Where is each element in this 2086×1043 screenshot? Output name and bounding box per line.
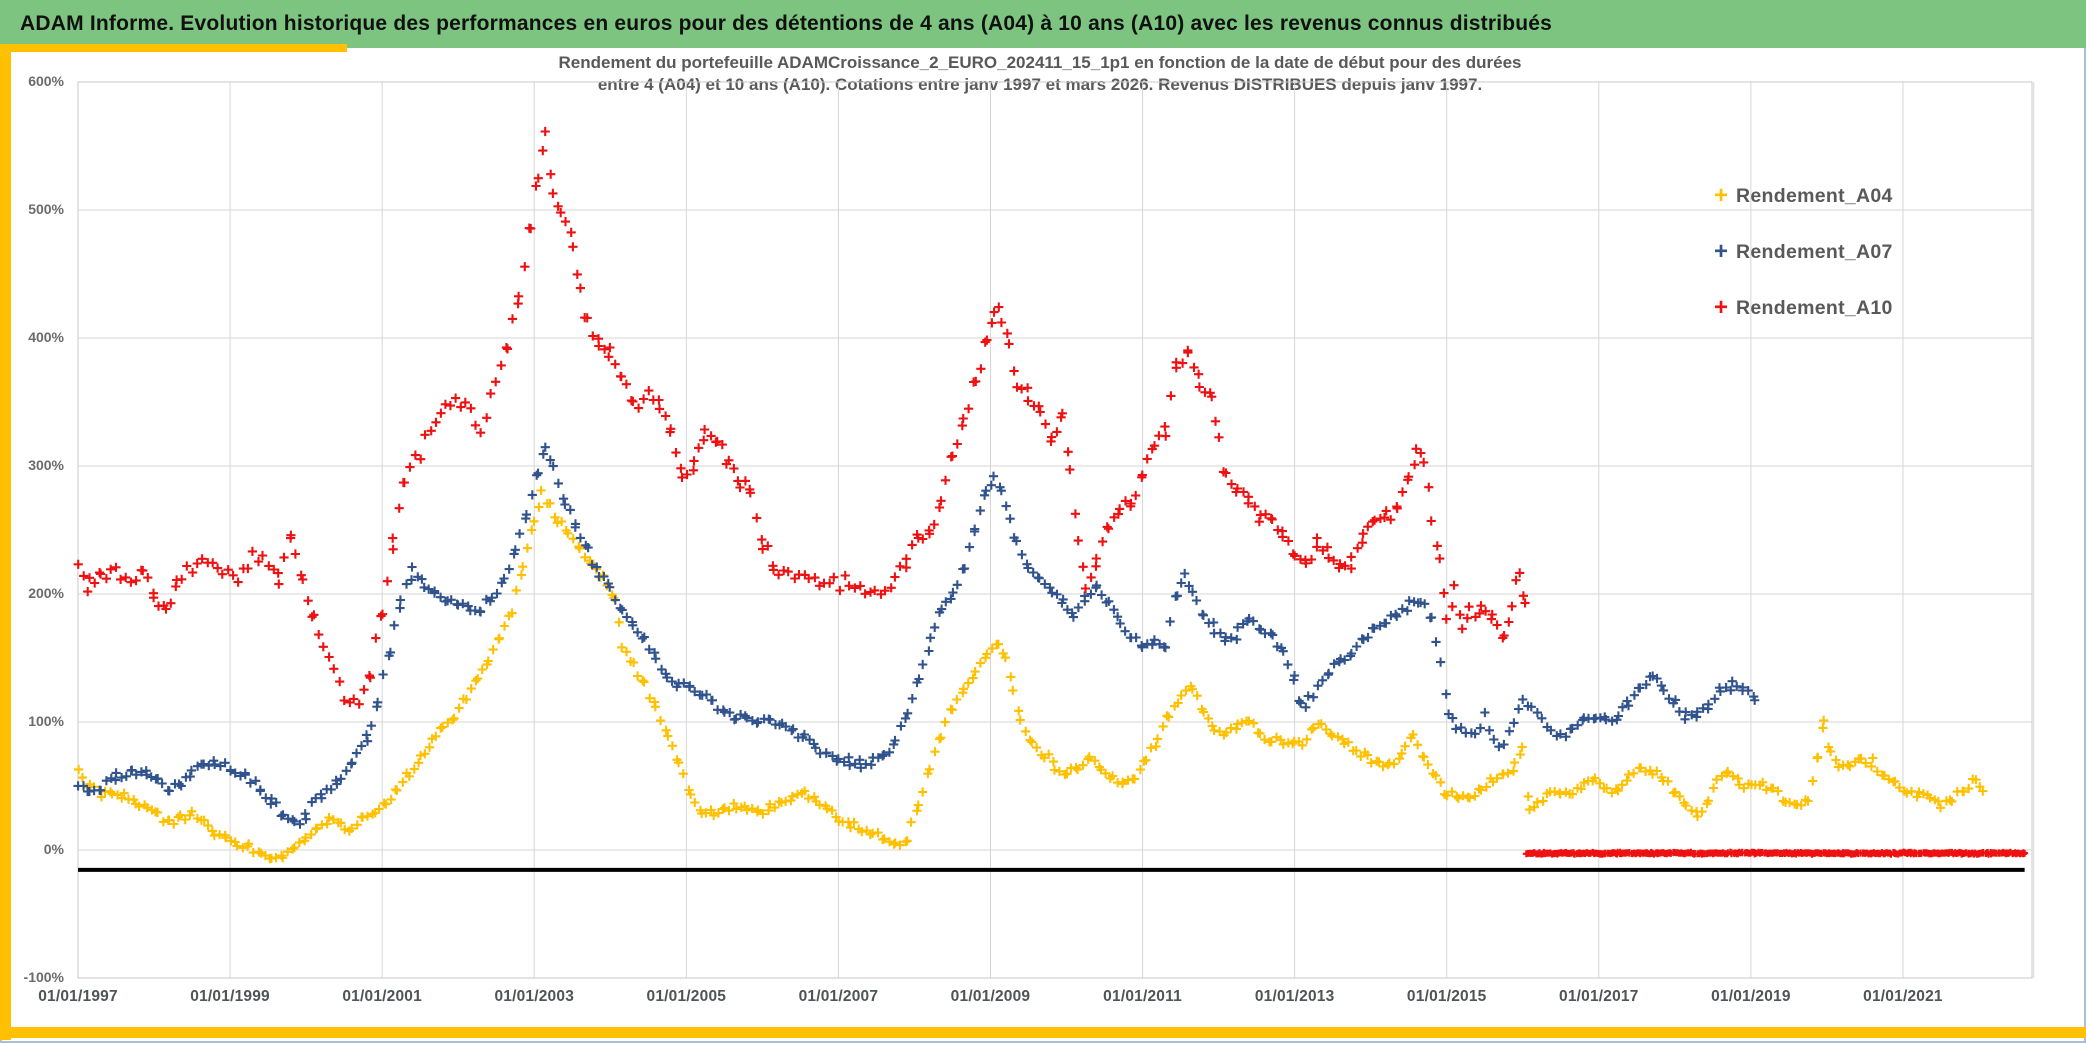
series-Rendement_A10 [73,126,1530,709]
legend-label: Rendement_A04 [1736,184,1893,207]
chart-title-line2: entre 4 (A04) et 10 ans (A10). Cotations… [597,75,1483,94]
y-tick-label: 500% [28,201,64,217]
series-Rendement_A10_flat_segment [1522,848,2029,858]
y-tick-label: 600% [28,73,64,89]
header-banner: ADAM Informe. Evolution historique des p… [0,0,2086,48]
accent-bar-left [0,44,11,1040]
x-tick-label: 01/01/2021 [1863,988,1943,1005]
legend-plus-marker-icon: + [1713,182,1728,209]
x-tick-label: 01/01/2017 [1559,988,1639,1005]
x-tick-label: 01/01/2009 [950,988,1031,1005]
x-tick-label: 01/01/2007 [798,988,879,1005]
x-tick-label: 01/01/2003 [494,988,575,1005]
series-Rendement_A07 [73,442,1760,829]
y-tick-label: 400% [28,329,64,345]
y-tick-label: 100% [28,713,64,729]
plot-border [77,81,2033,979]
accent-bar-bottom [0,1027,2086,1038]
x-tick-label: 01/01/2013 [1254,988,1335,1005]
x-tick-label: 01/01/2011 [1103,988,1182,1005]
x-tick-label: 01/01/1999 [190,988,270,1005]
page-title: ADAM Informe. Evolution historique des p… [20,12,1553,35]
chart-title: Rendement du portefeuille ADAMCroissance… [310,52,1770,96]
y-tick-label: 300% [28,457,64,473]
y-tick-label: 200% [28,585,64,601]
chart-title-line1: Rendement du portefeuille ADAMCroissance… [558,53,1522,72]
legend-plus-marker-icon: + [1713,294,1728,321]
x-tick-label: 01/01/2001 [342,988,422,1005]
series-Rendement_A04 [74,485,1988,864]
legend-label: Rendement_A07 [1736,240,1893,263]
x-tick-label: 01/01/2005 [646,988,727,1005]
y-tick-label: -100% [23,969,64,985]
x-tick-label: 01/01/2015 [1406,988,1487,1005]
accent-bar-top [0,44,347,52]
legend-item-Rendement_A07[interactable]: + Rendement_A07 [1706,234,1893,270]
legend-item-Rendement_A10[interactable]: + Rendement_A10 [1706,290,1893,326]
x-tick-label: 01/01/1997 [38,988,118,1005]
legend-label: Rendement_A10 [1736,296,1893,319]
legend-plus-marker-icon: + [1713,238,1728,265]
chart-legend[interactable]: + Rendement_A04 + Rendement_A07 + Rendement_A… [1706,178,1893,346]
legend-item-Rendement_A04[interactable]: + Rendement_A04 [1706,178,1893,214]
x-tick-label: 01/01/2019 [1711,988,1791,1005]
y-tick-label: 0% [43,841,64,857]
